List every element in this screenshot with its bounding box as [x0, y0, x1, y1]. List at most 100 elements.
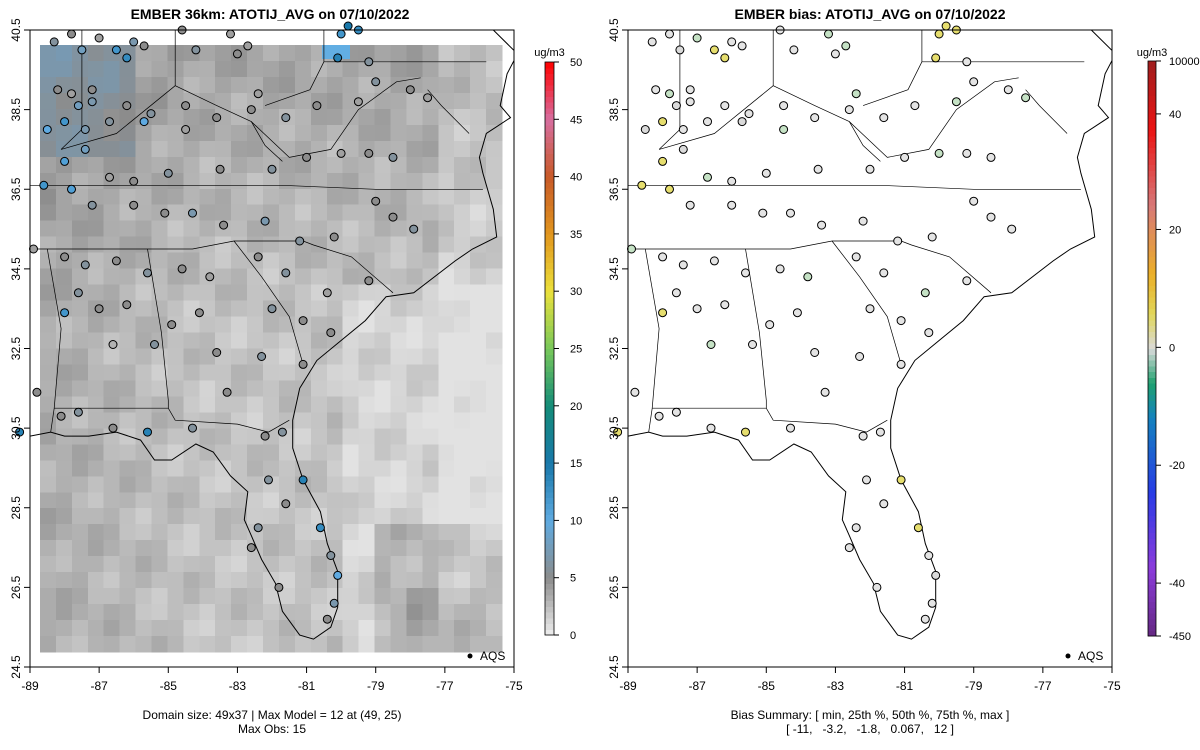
obs-site-marker — [326, 551, 336, 560]
colorbar-segment — [545, 314, 554, 321]
model-grid-cell — [342, 444, 359, 461]
model-grid-cell — [247, 300, 264, 317]
model-grid-cell — [55, 620, 73, 637]
model-grid-cell — [358, 556, 375, 573]
obs-site-marker — [188, 423, 197, 433]
obs-site-marker — [260, 431, 270, 441]
colorbar-segment — [545, 228, 554, 235]
model-grid-cell — [199, 380, 216, 397]
model-grid-cell — [470, 460, 487, 477]
model-grid-cell — [342, 124, 359, 142]
colorbar-segment — [1148, 61, 1156, 68]
model-grid-cell — [55, 92, 73, 110]
model-grid-cell — [40, 364, 57, 381]
x-tick-label: -81 — [896, 679, 914, 693]
model-grid-cell — [183, 492, 200, 509]
model-grid-cell — [103, 604, 120, 621]
bias-site-marker — [647, 37, 657, 47]
model-grid-cell — [406, 620, 423, 637]
model-grid-cell — [135, 220, 152, 237]
model-grid-cell — [199, 572, 216, 589]
model-grid-cell — [87, 268, 104, 285]
colorbar-segment — [1148, 618, 1156, 626]
model-grid-cell — [199, 508, 216, 525]
y-tick-label: 38.5 — [9, 98, 23, 122]
model-grid-cell — [55, 380, 73, 397]
model-grid-cell — [215, 140, 232, 158]
model-grid-cell — [40, 236, 57, 253]
model-grid-cell — [279, 604, 296, 621]
model-grid-cell — [135, 45, 152, 62]
obs-site-marker — [73, 288, 83, 298]
model-grid-cell — [310, 396, 327, 413]
colorbar-segment — [545, 451, 554, 458]
model-grid-cell — [470, 220, 487, 237]
model-grid-cell — [231, 572, 248, 589]
model-grid-cell — [71, 76, 89, 94]
model-grid-cell — [167, 92, 184, 110]
model-grid-cell — [247, 348, 264, 365]
colorbar-segment — [545, 486, 554, 493]
colorbar-segment — [545, 342, 554, 350]
model-grid-cell — [454, 444, 471, 461]
obs-site-marker — [150, 340, 159, 349]
colorbar-segment — [1148, 406, 1156, 413]
model-grid-cell — [215, 460, 232, 477]
model-grid-cell — [294, 124, 312, 142]
model-grid-cell — [40, 572, 57, 589]
model-grid-cell — [87, 572, 104, 589]
obs-site-marker — [260, 216, 270, 226]
model-grid-cell — [71, 556, 89, 573]
model-grid-cell — [342, 108, 359, 126]
model-grid-cell — [215, 556, 232, 573]
model-grid-cell — [151, 300, 168, 317]
model-grid-cell — [470, 172, 487, 190]
obs-site-marker — [129, 200, 139, 210]
model-grid-cell — [151, 540, 168, 557]
bias-colorbar — [1148, 61, 1156, 637]
model-grid-cell — [263, 460, 280, 477]
obs-site-marker — [364, 57, 374, 67]
bias-site-marker — [803, 272, 813, 282]
model-grid-cell — [294, 284, 312, 301]
state-boundary — [147, 248, 169, 409]
model-grid-cell — [119, 540, 136, 557]
obs-site-marker — [409, 224, 419, 234]
model-grid-cell — [390, 588, 407, 605]
model-grid-cell — [119, 220, 136, 237]
model-grid-cell — [294, 45, 312, 62]
obs-site-marker — [49, 37, 59, 47]
model-grid-cell — [183, 508, 200, 525]
model-grid-cell — [215, 268, 232, 285]
model-grid-cell — [119, 620, 136, 637]
model-grid-cell — [454, 524, 471, 541]
model-grid-cell — [406, 444, 423, 461]
model-grid-cell — [167, 636, 184, 653]
model-grid-cell — [390, 396, 407, 413]
model-grid-cell — [358, 172, 375, 190]
model-grid-cell — [358, 620, 375, 637]
model-grid-cell — [390, 188, 407, 206]
model-grid-cell — [422, 620, 439, 637]
colorbar-segment — [1148, 153, 1156, 160]
colorbar-segment — [545, 279, 554, 286]
model-grid-cell — [199, 108, 216, 126]
model-grid-cell — [135, 92, 152, 110]
legend-dot — [467, 653, 473, 659]
model-grid-cell — [390, 524, 407, 541]
model-grid-cell — [310, 61, 327, 78]
obs-site-marker — [87, 200, 97, 210]
model-grid-cell — [422, 380, 439, 397]
model-grid-cell — [294, 92, 312, 110]
model-grid-cell — [135, 332, 152, 349]
model-grid-cell — [40, 380, 57, 397]
model-grid-cell — [406, 476, 423, 493]
model-grid-cell — [183, 460, 200, 477]
colorbar-segment — [1148, 181, 1156, 189]
model-grid-cell — [438, 236, 455, 253]
model-grid-cell — [167, 396, 184, 413]
model-grid-cell — [87, 108, 104, 126]
colorbar-segment — [1148, 342, 1156, 350]
model-grid-cell — [326, 492, 343, 509]
model-grid-cell — [151, 380, 168, 397]
